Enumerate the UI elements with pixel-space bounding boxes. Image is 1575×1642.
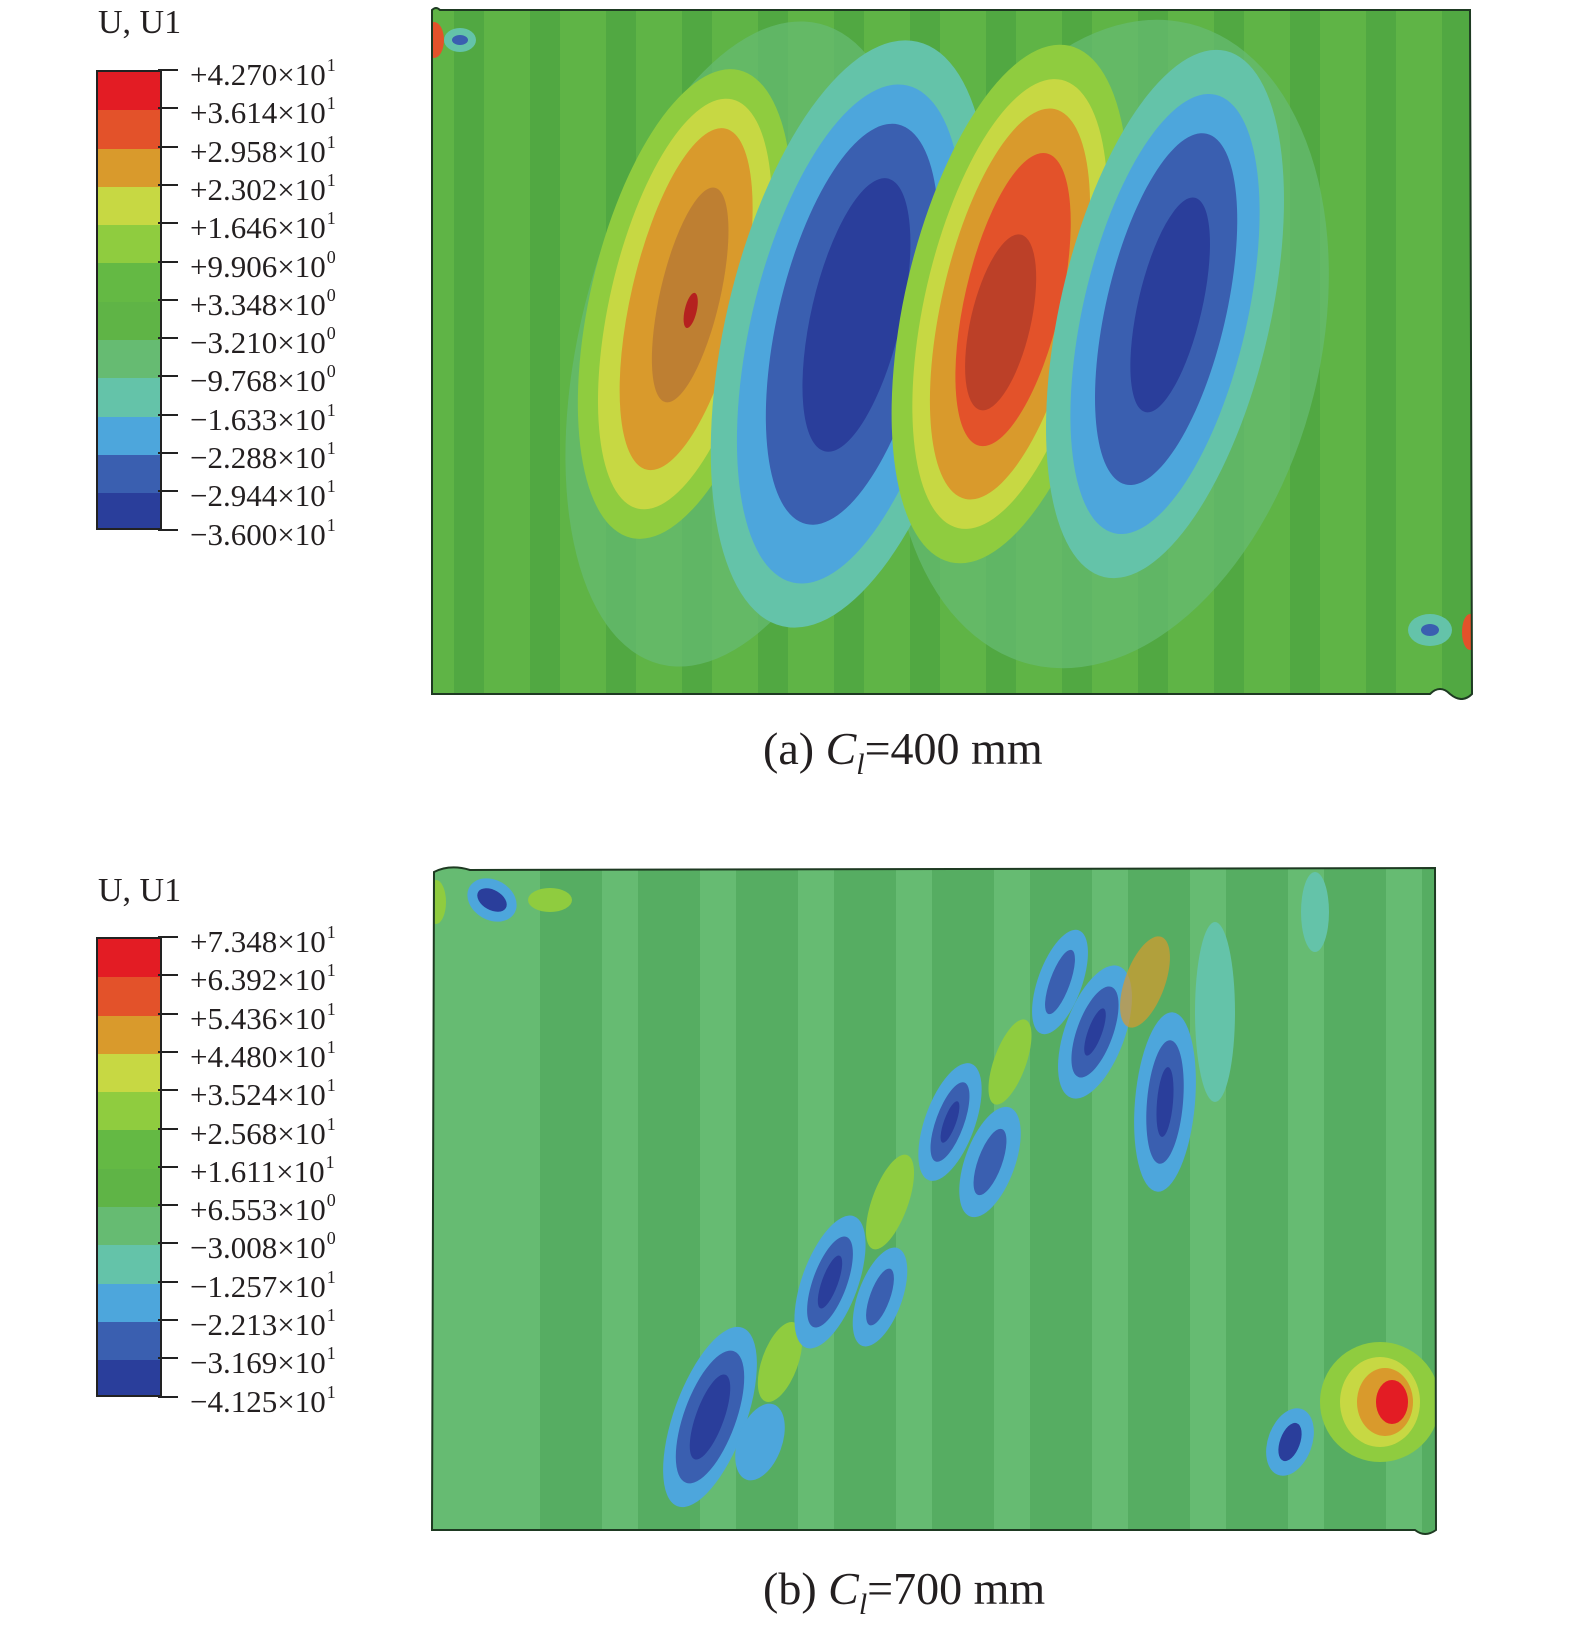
legend-tick-label: −3.600×101 <box>190 514 336 552</box>
legend-tick-label: +4.270×101 <box>190 55 336 92</box>
legend-swatch <box>98 454 160 494</box>
corrugation-stripe <box>540 867 602 1534</box>
legend-tick <box>158 1319 178 1321</box>
legend-swatch <box>98 1053 160 1093</box>
legend-tick <box>158 413 178 416</box>
legend-tick <box>158 528 178 531</box>
legend-tick <box>158 1242 178 1245</box>
legend-tick <box>158 1204 178 1207</box>
legend-tick <box>158 375 178 378</box>
legend-tick-label: +6.553×100 <box>190 1190 336 1228</box>
legend-tick-label: −9.768×100 <box>190 361 336 399</box>
legend-swatch <box>98 340 160 379</box>
legend-tick <box>158 1089 178 1092</box>
legend-swatch <box>98 110 160 149</box>
legend-tick-label: +1.611×101 <box>190 1151 335 1189</box>
legend-tick-label: −3.169×101 <box>190 1343 336 1381</box>
legend-tick-label: −2.944×101 <box>190 476 336 514</box>
legend-tick <box>158 145 178 148</box>
contour-plot <box>430 866 1438 1535</box>
contour-plot <box>431 7 1474 700</box>
legend-tick-label: +3.614×101 <box>190 93 336 131</box>
corrugation-stripe <box>1366 8 1396 699</box>
legend-tick-label: −3.008×100 <box>190 1228 336 1266</box>
legend-tick <box>158 452 178 454</box>
legend-swatch <box>98 977 160 1016</box>
legend-swatch <box>98 148 160 187</box>
lobe-band <box>663 922 1235 1508</box>
legend-tick-label: +2.568×101 <box>190 1113 336 1151</box>
legend-swatch <box>98 493 160 528</box>
corrugation-stripe <box>530 8 560 699</box>
legend-tick <box>158 260 178 263</box>
legend-colorbar <box>96 70 162 530</box>
legend-swatch <box>98 1092 160 1131</box>
legend-tick <box>158 1280 178 1283</box>
legend-swatch <box>98 263 160 302</box>
legend-swatch <box>98 72 160 111</box>
legend-tick-label: −3.210×100 <box>190 323 336 361</box>
legend-tick-label: −1.633×101 <box>190 399 336 437</box>
caption: (b) Cl=700 mm <box>763 1563 1046 1621</box>
legend-tick <box>158 1050 178 1053</box>
caption: (a) Cl=400 mm <box>763 723 1043 781</box>
legend-colorbar <box>96 937 162 1397</box>
legend-swatch <box>98 378 160 417</box>
legend-swatch <box>98 939 160 978</box>
legend-swatch <box>98 1168 160 1208</box>
legend-tick <box>158 1012 178 1015</box>
legend-tick-label: +5.436×101 <box>190 998 336 1036</box>
legend-tick <box>158 490 178 493</box>
legend-swatch <box>98 1207 160 1246</box>
legend-tick <box>158 298 178 301</box>
corrugation-stripe <box>1442 8 1472 699</box>
legend-tick-label: −4.125×101 <box>190 1381 336 1419</box>
legend-tick-label: −2.213×101 <box>190 1305 336 1342</box>
legend-tick <box>158 974 178 977</box>
legend-tick-label: +7.348×101 <box>190 922 336 959</box>
legend-swatch <box>98 1130 160 1169</box>
panel-a: U, U1 +4.270×101 +3.614×101 +2.958×101 +2.3… <box>0 0 1575 820</box>
legend-tick <box>158 183 178 186</box>
negative-lobe <box>1046 49 1284 579</box>
panel-b: U, U1 +7.348×101 +6.392×101 +5.436×101 +4.4… <box>0 862 1575 1642</box>
legend-swatch <box>98 186 160 226</box>
legend-tick <box>158 936 178 938</box>
legend-tick-label: +3.348×100 <box>190 284 336 322</box>
legend-tick <box>158 222 178 225</box>
legend-tick-label: +1.646×101 <box>190 208 336 246</box>
legend-swatch <box>98 416 160 455</box>
legend-tick-label: +2.302×101 <box>190 169 336 207</box>
legend-swatch <box>98 1015 160 1054</box>
legend-swatch <box>98 1360 160 1395</box>
legend-swatch <box>98 1321 160 1361</box>
legend-swatch <box>98 225 160 264</box>
legend-tick-label: +4.480×101 <box>190 1036 336 1074</box>
legend-tick <box>158 1127 178 1130</box>
legend-title: U, U1 <box>98 4 182 41</box>
legend-tick <box>158 107 178 110</box>
legend-tick-label: +6.392×101 <box>190 960 336 998</box>
legend-title: U, U1 <box>98 872 182 909</box>
legend-tick-label: +9.906×100 <box>190 246 336 284</box>
legend-tick-label: −2.288×101 <box>190 438 336 475</box>
corrugation-stripe <box>454 8 484 699</box>
legend-tick-label: −1.257×101 <box>190 1266 336 1304</box>
legend-swatch <box>98 301 160 341</box>
legend-tick <box>158 337 178 340</box>
legend-tick <box>158 1165 178 1168</box>
legend-tick <box>158 1395 178 1398</box>
legend-tick <box>158 69 178 71</box>
legend-tick-label: +2.958×101 <box>190 131 336 169</box>
legend-swatch <box>98 1245 160 1284</box>
legend-tick-label: +3.524×101 <box>190 1075 336 1113</box>
legend-tick <box>158 1357 178 1360</box>
legend-swatch <box>98 1283 160 1322</box>
